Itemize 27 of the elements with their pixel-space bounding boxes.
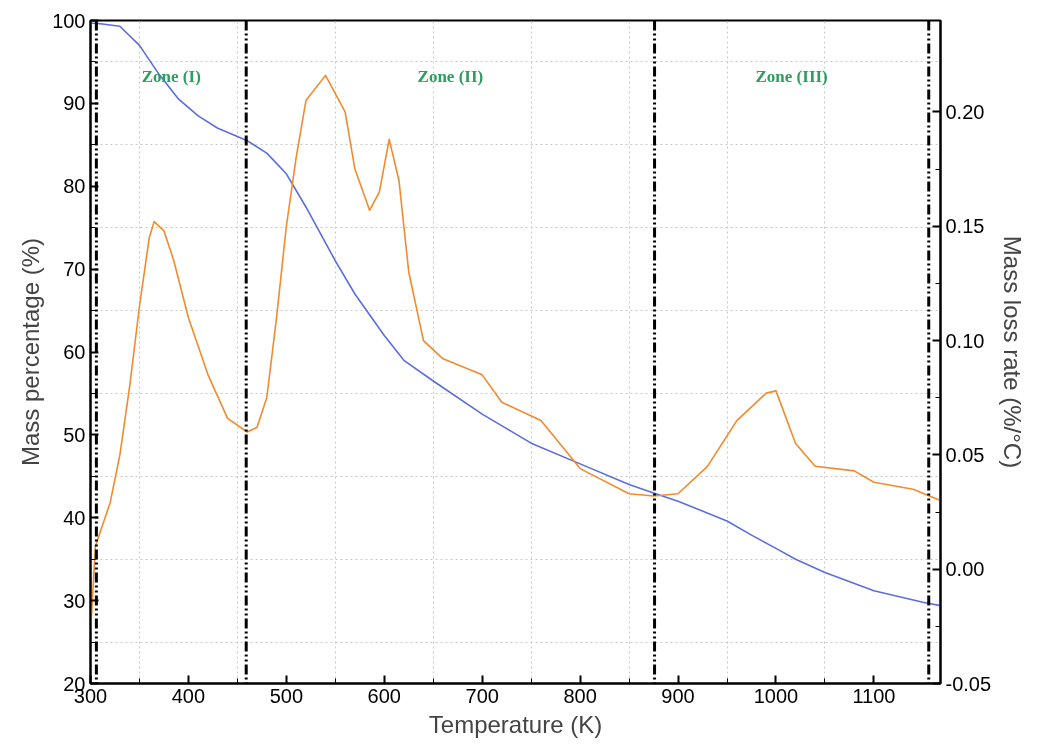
x-tick-label: 600 (367, 684, 401, 707)
annotation: Zone (III) (755, 67, 828, 87)
x-tick-label: 400 (171, 684, 206, 707)
y-tick-label: 70 (63, 258, 86, 281)
x-axis-title: Temperature (K) (428, 710, 603, 738)
x-tick-label: 1100 (852, 684, 896, 707)
y2-tick-label: 0.05 (945, 443, 985, 466)
x-tick-label: 800 (563, 684, 597, 707)
y2-axis-title: Mass loss rate (%/°C) (999, 235, 1027, 469)
y-tick-label: 90 (63, 92, 86, 115)
y2-tick-label: -0.05 (945, 672, 992, 695)
x-tick-label: 900 (661, 684, 695, 707)
y2-tick-label: 0.20 (945, 100, 985, 123)
y2-tick-label: 0.10 (945, 329, 985, 352)
annotation: Zone (II) (417, 67, 484, 87)
y-tick-label: 30 (63, 589, 86, 612)
x-tick-label: 700 (465, 684, 499, 707)
y-tick-label: 40 (63, 506, 86, 529)
x-tick-label: 1000 (753, 684, 799, 707)
y-tick-label: 100 (52, 9, 86, 32)
y2-tick-label: 0.00 (945, 558, 985, 581)
y2-tick-label: 0.15 (945, 215, 985, 238)
y-tick-label: 80 (63, 175, 86, 198)
x-tick-label: 500 (269, 684, 304, 707)
y-axis-title: Mass percentage (%) (17, 237, 45, 467)
y-tick-label: 50 (63, 423, 86, 446)
y-tick-label: 60 (63, 341, 86, 363)
